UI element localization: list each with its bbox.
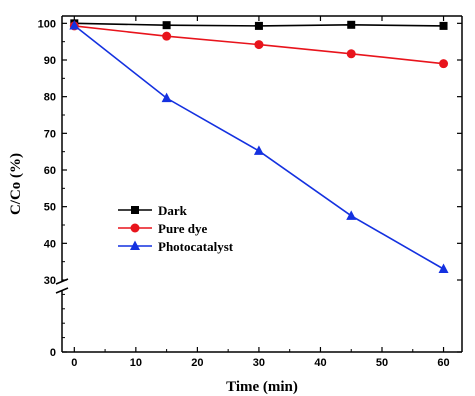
x-tick-label: 60 — [437, 357, 449, 369]
data-point — [346, 210, 357, 220]
y-axis-title: C/Co (%) — [8, 153, 24, 215]
data-point — [254, 40, 264, 50]
legend-marker — [131, 206, 139, 214]
y-tick-label: 50 — [44, 202, 56, 214]
legend: Dark Pure dye Photocatalyst — [118, 203, 234, 254]
x-tick-label: 30 — [253, 357, 265, 369]
x-tick-label: 0 — [71, 357, 77, 369]
legend-label: Photocatalyst — [158, 239, 234, 254]
axis-break-mark — [55, 287, 69, 294]
data-point — [347, 20, 356, 29]
axes: 0 10 20 30 40 50 60 0 30 40 50 60 70 80 90 100 — [38, 15, 463, 369]
x-tick-label: 40 — [314, 357, 326, 369]
x-axis-title: Time (min) — [226, 379, 298, 395]
y-tick-label: 90 — [44, 55, 56, 67]
legend-entry: Photocatalyst — [118, 239, 234, 254]
x-tick-label: 20 — [191, 357, 203, 369]
y-tick-label: 60 — [44, 165, 56, 177]
legend-entry: Dark — [118, 203, 188, 218]
y-tick-label: 80 — [44, 92, 56, 104]
y-tick-label: 30 — [44, 275, 56, 287]
x-tick-label: 50 — [376, 357, 388, 369]
data-point — [162, 31, 172, 41]
legend-entry: Pure dye — [118, 221, 207, 236]
y-tick-label: 70 — [44, 128, 56, 140]
y-tick-label: 0 — [50, 347, 56, 359]
data-point — [439, 59, 449, 69]
series-layer — [69, 19, 449, 273]
data-point — [254, 21, 263, 30]
data-point — [439, 21, 448, 30]
data-point — [438, 263, 449, 273]
data-point — [162, 21, 171, 30]
legend-marker — [130, 223, 140, 233]
data-point — [253, 145, 264, 155]
y-tick-label: 40 — [44, 238, 56, 250]
data-point — [161, 92, 172, 103]
legend-label: Dark — [158, 203, 188, 218]
data-point — [69, 20, 80, 30]
legend-marker — [130, 240, 140, 250]
series-photocatalyst — [69, 20, 449, 273]
legend-label: Pure dye — [158, 221, 207, 236]
y-tick-label: 100 — [38, 18, 56, 30]
data-point — [346, 49, 356, 59]
x-tick-label: 10 — [130, 357, 142, 369]
